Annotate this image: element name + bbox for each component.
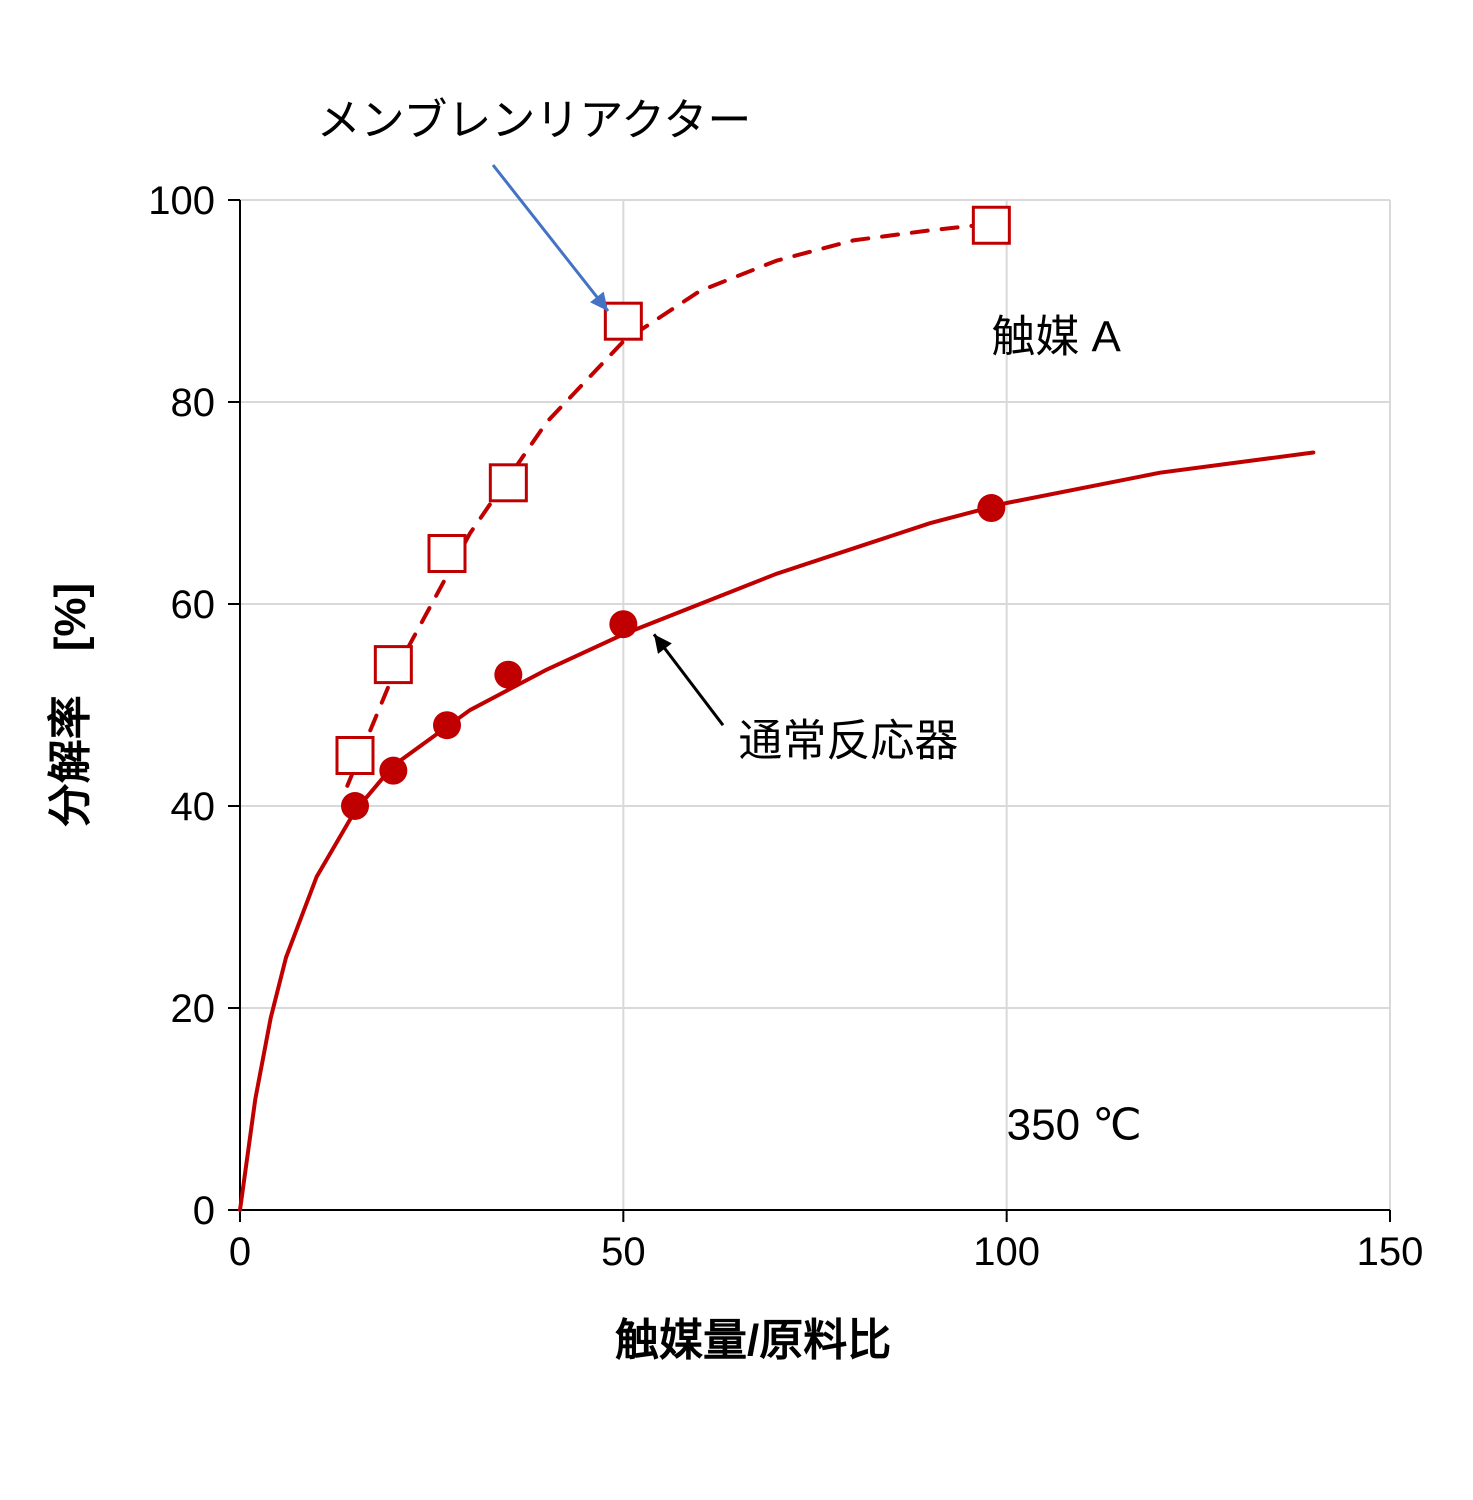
marker-circle [341, 792, 369, 820]
marker-circle [977, 494, 1005, 522]
marker-circle [609, 610, 637, 638]
y-axis-label: 分解率 [%] [46, 583, 95, 827]
x-tick-label: 150 [1357, 1230, 1424, 1274]
y-tick-label: 80 [171, 381, 216, 425]
membrane-label: メンブレンリアクター [317, 96, 752, 145]
marker-square [605, 303, 641, 339]
y-tick-label: 20 [171, 987, 216, 1031]
y-tick-label: 60 [171, 583, 216, 627]
y-tick-label: 100 [148, 179, 215, 223]
y-tick-label: 0 [193, 1189, 215, 1233]
marker-square [337, 738, 373, 774]
marker-square [490, 465, 526, 501]
marker-square [375, 647, 411, 683]
x-tick-label: 50 [601, 1230, 646, 1274]
marker-square [429, 536, 465, 572]
catalyst-label: 触媒 A [991, 313, 1121, 362]
y-tick-label: 40 [171, 785, 216, 829]
conventional-label: 通常反応器 [738, 717, 958, 766]
marker-circle [494, 661, 522, 689]
marker-circle [379, 757, 407, 785]
x-tick-label: 0 [229, 1230, 251, 1274]
temp-label: 350 ℃ [1007, 1100, 1142, 1149]
chart-container: 0 50 100 150 0 20 40 60 80 100 メンブレンリアクター触媒 A 350 ℃… [0, 0, 1473, 1500]
chart-bg [0, 0, 1473, 1500]
marker-square [973, 207, 1009, 243]
x-axis-label: 触媒量/原料比 [615, 1316, 891, 1365]
marker-circle [433, 711, 461, 739]
x-tick-label: 100 [973, 1230, 1040, 1274]
chart-svg: 0 50 100 150 0 20 40 60 80 100 メンブレンリアクター触媒 A 350 ℃… [0, 0, 1473, 1500]
